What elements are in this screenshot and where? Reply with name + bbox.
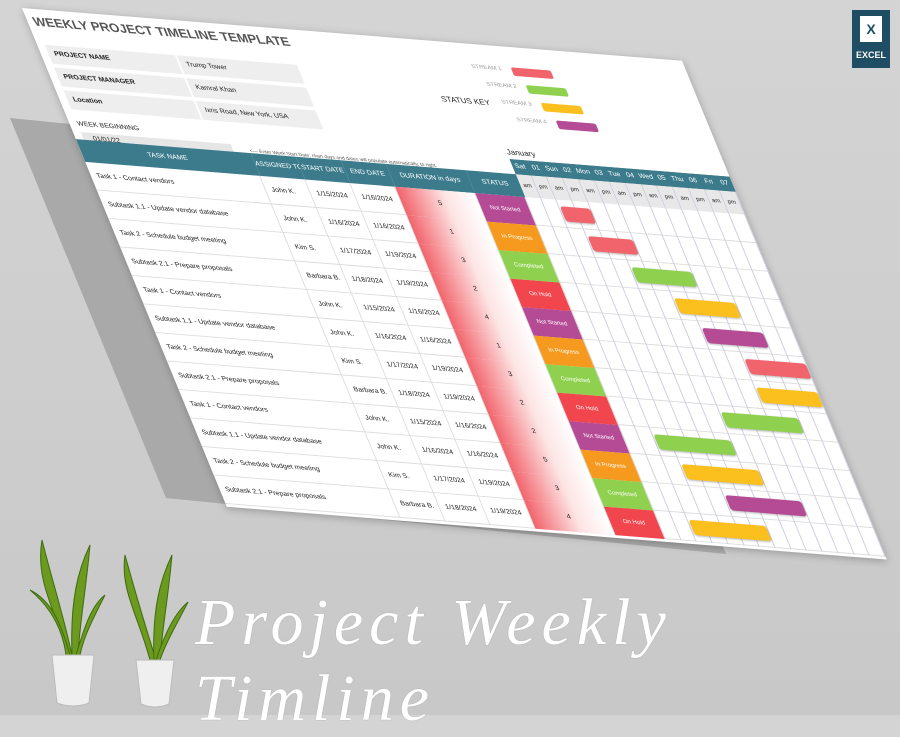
excel-logo: X — [860, 16, 882, 42]
decor — [29, 539, 189, 708]
excel-label: EXCEL — [855, 50, 886, 60]
plant — [29, 539, 189, 661]
pot — [135, 659, 175, 708]
tagline: Project Weekly Timline — [195, 586, 672, 735]
pot — [51, 654, 95, 707]
excel-icon: X EXCEL — [852, 10, 890, 68]
